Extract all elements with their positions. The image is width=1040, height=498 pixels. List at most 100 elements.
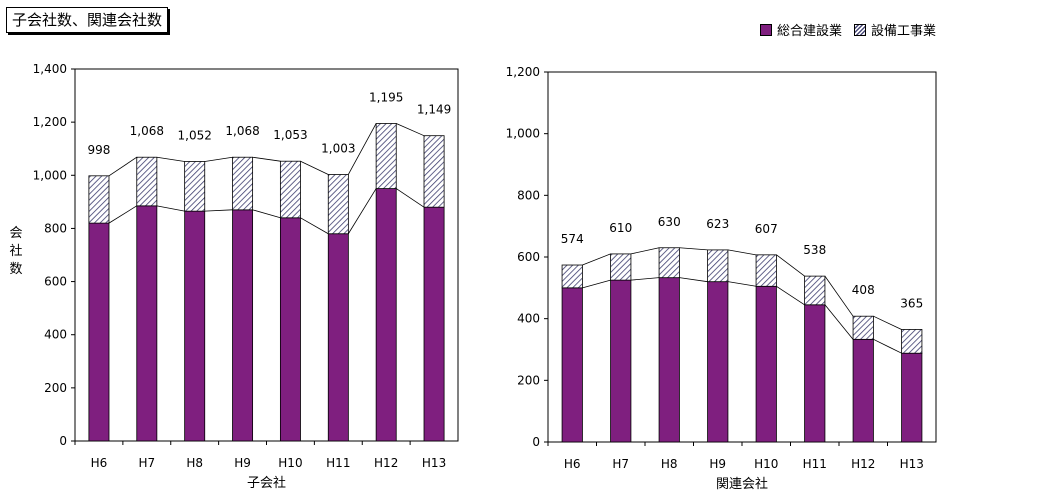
affiliates-connector-total [873, 315, 902, 330]
affiliates-connector-total [630, 247, 660, 255]
affiliates-connector-general [727, 281, 757, 287]
subsidiaries-x-tick-label: H6 [91, 456, 108, 470]
subsidiaries-total-label: 1,052 [178, 128, 212, 142]
subsidiaries-connector-general [300, 217, 329, 235]
affiliates-y-tick-label: 800 [517, 188, 540, 202]
page-title: 子会社数、関連会社数 [6, 7, 169, 33]
subsidiaries-bar-equipment [232, 156, 254, 211]
subsidiaries-total-label: 1,068 [130, 124, 164, 138]
legend: 総合建設業 設備工事業 [760, 20, 948, 39]
subsidiaries-y-tick-label: 1,000 [33, 168, 67, 182]
affiliates-y-tick-label: 200 [517, 373, 540, 387]
legend-label-general: 総合建設業 [777, 24, 843, 39]
subsidiaries-bar-general [136, 205, 158, 442]
subsidiaries-bar-general [88, 222, 110, 442]
subsidiaries-connector-general [108, 205, 137, 224]
affiliates-bar-equipment [658, 247, 680, 279]
affiliates-bar-equipment [707, 249, 729, 283]
affiliates-connector-general [679, 277, 708, 283]
affiliates-y-tick-label: 600 [517, 250, 540, 264]
subsidiaries-connector-total [252, 156, 281, 162]
affiliates-bar-equipment [561, 264, 583, 289]
affiliates-connector-general [873, 338, 902, 354]
subsidiaries-connector-total [108, 156, 137, 177]
affiliates-total-label: 610 [609, 221, 632, 235]
affiliates-x-tick-label: H12 [851, 457, 875, 471]
affiliates-total-label: 574 [561, 232, 584, 246]
affiliates-plot-frame [547, 71, 937, 443]
subsidiaries-bar-general [279, 217, 301, 442]
legend-item-equipment: 設備工事業 [854, 20, 936, 39]
subsidiaries-connector-general [156, 205, 185, 212]
subsidiaries-bar-equipment [88, 175, 110, 224]
affiliates-x-tick-label: H11 [803, 457, 827, 471]
affiliates-connector-total [727, 249, 757, 256]
subsidiaries-connector-total [204, 156, 233, 162]
affiliates-y-tick-label: 400 [517, 312, 540, 326]
subsidiaries-x-axis-label: 子会社 [247, 475, 286, 491]
affiliates-total-label: 365 [900, 296, 923, 310]
subsidiaries-bar-general [423, 206, 445, 442]
affiliates-total-label: 607 [755, 222, 778, 236]
subsidiaries-connector-general [396, 188, 425, 208]
affiliates-connector-general [776, 285, 805, 306]
affiliates-connector-total [824, 275, 854, 317]
affiliates-bar-general [658, 277, 680, 443]
subsidiaries-x-tick-label: H12 [374, 456, 398, 470]
subsidiaries-total-label: 1,053 [273, 128, 307, 142]
affiliates-connector-general [630, 277, 660, 281]
affiliates-bar-general [804, 304, 826, 443]
affiliates-bar-general [610, 279, 632, 443]
subsidiaries-total-label: 1,149 [417, 103, 451, 117]
legend-label-equipment: 設備工事業 [871, 24, 937, 39]
subsidiaries-y-tick-label: 200 [44, 381, 67, 395]
affiliates-connector-total [776, 254, 805, 277]
subsidiaries-bar-equipment [423, 135, 445, 208]
affiliates-bar-equipment [852, 315, 874, 340]
subsidiaries-total-label: 998 [87, 143, 110, 157]
affiliates-connector-total [679, 247, 708, 251]
subsidiaries-total-label: 1,068 [225, 124, 259, 138]
subsidiaries-bar-general [184, 210, 206, 442]
subsidiaries-bar-general [232, 209, 254, 442]
subsidiaries-connector-general [252, 209, 281, 219]
affiliates-x-tick-label: H6 [564, 457, 581, 471]
legend-item-general: 総合建設業 [760, 20, 842, 39]
affiliates-bar-equipment [804, 275, 826, 306]
subsidiaries-connector-general [204, 209, 233, 212]
subsidiaries-x-tick-label: H10 [278, 456, 302, 470]
subsidiaries-y-tick-label: 0 [59, 434, 67, 448]
affiliates-bar-equipment [901, 329, 923, 354]
subsidiaries-x-tick-label: H9 [234, 456, 251, 470]
subsidiaries-bar-general [375, 188, 397, 442]
affiliates-y-tick-label: 1,000 [506, 127, 540, 141]
affiliates-y-tick-label: 0 [532, 435, 540, 449]
affiliates-bar-general [561, 287, 583, 443]
subsidiaries-total-label: 1,195 [369, 90, 403, 104]
subsidiaries-total-label: 1,003 [321, 141, 355, 155]
legend-swatch-general [760, 23, 772, 36]
subsidiaries-connector-general [348, 188, 377, 234]
subsidiaries-y-tick-label: 800 [44, 221, 67, 235]
subsidiaries-connector-total [348, 123, 377, 175]
subsidiaries-connector-total [300, 160, 329, 175]
affiliates-bar-equipment [610, 253, 632, 281]
subsidiaries-bar-equipment [327, 174, 349, 235]
subsidiaries-x-tick-label: H8 [186, 456, 203, 470]
affiliates-total-label: 630 [658, 215, 681, 229]
affiliates-x-tick-label: H7 [612, 457, 629, 471]
affiliates-bar-general [755, 285, 777, 443]
subsidiaries-bar-equipment [136, 156, 158, 207]
subsidiaries-connector-total [396, 123, 425, 137]
affiliates-bar-equipment [755, 254, 777, 287]
subsidiaries-y-tick-label: 600 [44, 275, 67, 289]
affiliates-connector-general [824, 304, 854, 340]
affiliates-x-tick-label: H8 [661, 457, 678, 471]
affiliates-x-tick-label: H10 [754, 457, 778, 471]
subsidiaries-y-tick-label: 400 [44, 328, 67, 342]
affiliates-total-label: 623 [706, 217, 729, 231]
affiliates-total-label: 408 [852, 283, 875, 297]
subsidiaries-connector-total [156, 156, 185, 162]
affiliates-x-axis-label: 関連会社 [716, 476, 768, 492]
